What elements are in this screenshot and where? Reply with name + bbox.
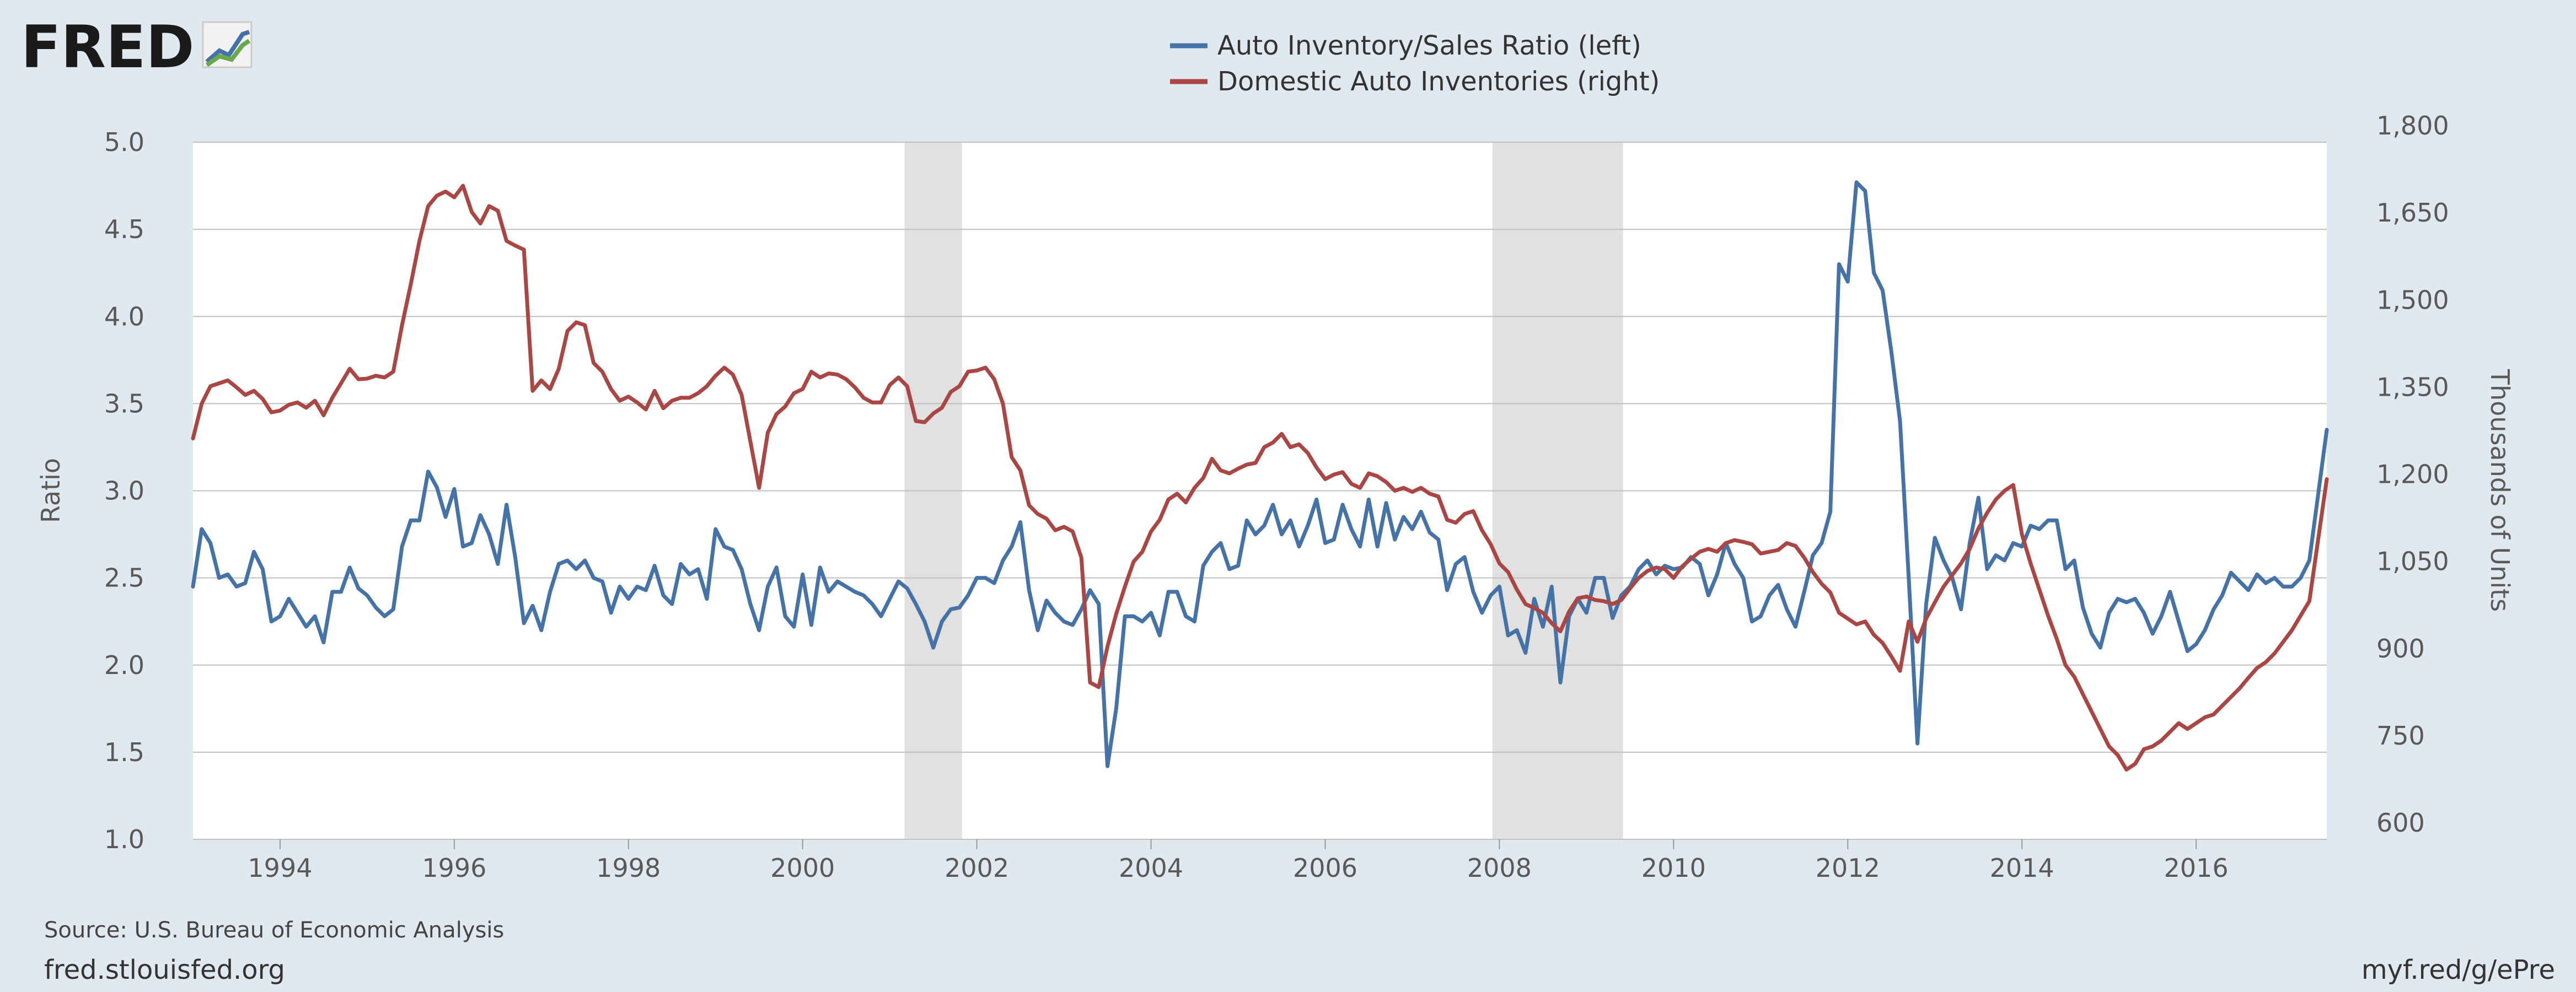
legend: Auto Inventory/Sales Ratio (left) Domest… — [1170, 30, 1660, 97]
x-tick-label: 1994 — [248, 853, 312, 883]
right-tick-label: 1,800 — [2376, 111, 2449, 141]
x-tick-label: 2010 — [1641, 853, 1706, 883]
fred-logo[interactable]: FRED — [21, 13, 253, 81]
x-tick-label: 2006 — [1293, 853, 1357, 883]
x-axis-ticks: 1994 1996 1998 2000 2002 2004 2006 2008 2010 2012… — [248, 839, 2229, 883]
source-note: Source: U.S. Bureau of Economic Analysis — [44, 918, 505, 943]
x-tick-label: 2016 — [2164, 853, 2229, 883]
legend-label-ratio: Auto Inventory/Sales Ratio (left) — [1217, 30, 1641, 61]
right-axis-ticks: 600 750 900 1,050 1,200 1,350 1,500 1,650 1,800 — [2376, 111, 2449, 838]
left-tick-label: 2.0 — [104, 650, 144, 680]
fred-logo-text: FRED — [21, 13, 194, 81]
legend-label-inventories: Domestic Auto Inventories (right) — [1217, 66, 1660, 97]
legend-item-inventories[interactable]: Domestic Auto Inventories (right) — [1170, 66, 1660, 97]
x-tick-label: 2014 — [1990, 853, 2054, 883]
left-axis-ticks: 1.0 1.5 2.0 2.5 3.0 3.5 4.0 4.5 5.0 — [104, 127, 144, 854]
x-tick-label: 2002 — [944, 853, 1009, 883]
left-tick-label: 1.5 — [104, 737, 144, 767]
legend-item-ratio[interactable]: Auto Inventory/Sales Ratio (left) — [1170, 30, 1641, 61]
right-tick-label: 1,050 — [2376, 547, 2449, 576]
right-tick-label: 1,200 — [2376, 460, 2449, 489]
right-tick-label: 1,350 — [2376, 372, 2449, 402]
right-tick-label: 900 — [2376, 634, 2425, 664]
right-tick-label: 1,650 — [2376, 198, 2449, 228]
x-tick-label: 1998 — [596, 853, 661, 883]
x-tick-label: 2000 — [770, 853, 835, 883]
left-axis-label: Ratio — [36, 458, 66, 523]
series-line-inventories — [191, 184, 2329, 772]
right-tick-label: 1,500 — [2376, 285, 2449, 315]
x-tick-label: 2012 — [1816, 853, 1880, 883]
short-url-link[interactable]: myf.red/g/ePre — [2361, 955, 2555, 985]
x-tick-label: 1996 — [422, 853, 486, 883]
left-tick-label: 3.0 — [104, 476, 144, 506]
x-tick-label: 2008 — [1467, 853, 1532, 883]
left-tick-label: 1.0 — [104, 824, 144, 854]
left-tick-label: 3.5 — [104, 389, 144, 418]
left-tick-label: 4.0 — [104, 301, 144, 331]
left-tick-label: 2.5 — [104, 563, 144, 593]
data-series — [191, 180, 2329, 772]
right-axis-label: Thousands of Units — [2485, 369, 2515, 612]
left-tick-label: 4.5 — [104, 214, 144, 244]
grid-lines — [193, 142, 2327, 840]
site-link[interactable]: fred.stlouisfed.org — [44, 955, 286, 985]
x-tick-label: 2004 — [1119, 853, 1183, 883]
series-line-ratio — [191, 180, 2329, 768]
right-tick-label: 750 — [2376, 721, 2425, 751]
line-chart-icon — [202, 21, 253, 68]
right-tick-label: 600 — [2376, 808, 2425, 838]
left-tick-label: 5.0 — [104, 127, 144, 157]
